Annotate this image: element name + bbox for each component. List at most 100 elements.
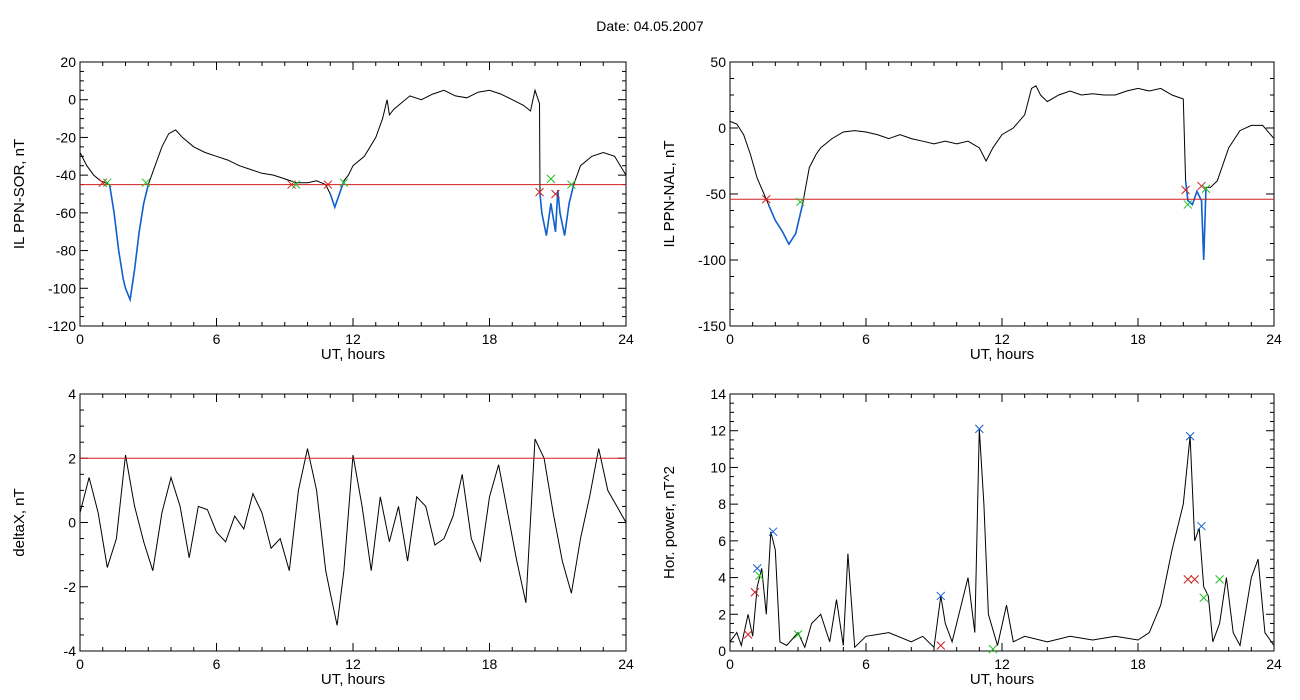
hor-power-ytick-label: 12 xyxy=(710,423,726,439)
deltax-ytick-label: 0 xyxy=(68,515,76,531)
deltax-ytick-label: 2 xyxy=(68,450,76,466)
ppn-nal-ytick-label: -100 xyxy=(698,252,726,268)
ppn-sor-ytick-label: 0 xyxy=(68,92,76,108)
hor-power-peak-marker xyxy=(752,564,762,573)
hor-power-start-marker xyxy=(936,641,946,650)
ppn-sor-series-line xyxy=(79,88,627,302)
ppn-nal-axes-frame xyxy=(729,61,1275,327)
ppn-sor-end-marker xyxy=(339,178,349,188)
ppn-sor-xtick-label: 0 xyxy=(76,331,84,347)
hor-power-ytick-label: 0 xyxy=(718,643,726,659)
ppn-sor-end-marker xyxy=(141,178,151,188)
ppn-nal-end-marker xyxy=(1183,200,1193,209)
deltax-xlabel: UT, hours xyxy=(321,671,385,688)
deltax-xtick-label: 6 xyxy=(213,656,221,672)
ppn-nal-xtick-label: 24 xyxy=(1266,331,1282,347)
ppn-sor-ytick-label: 20 xyxy=(60,54,76,70)
ppn-sor-axes-frame xyxy=(79,61,627,327)
deltax-xtick-label: 12 xyxy=(345,656,361,672)
hor-power-ytick-label: 14 xyxy=(710,386,726,402)
hor-power-end-marker xyxy=(793,630,803,639)
ppn-sor-ytick-label: -100 xyxy=(48,280,76,296)
deltax-xtick-label: 0 xyxy=(76,656,84,672)
hor-power-ytick-label: 10 xyxy=(710,459,726,475)
ppn-nal-start-marker xyxy=(761,194,771,204)
ppn-sor-start-marker xyxy=(98,178,108,188)
ppn-sor-start-marker xyxy=(535,187,544,197)
ppn-sor-xlabel: UT, hours xyxy=(321,346,385,363)
ppn-nal-xtick-label: 6 xyxy=(862,331,870,347)
hor-power-start-marker xyxy=(750,587,760,597)
ppn-sor-end-marker xyxy=(291,180,301,189)
ppn-nal-xlabel: UT, hours xyxy=(970,346,1034,363)
hor-power-peak-marker xyxy=(974,424,984,434)
ppn-nal-ytick-label: -50 xyxy=(706,186,726,202)
panel-ppn-nal: 0 6 12 18 24 -150 -100 -50 0 50 UT, hours IL PPN-NA… xyxy=(661,54,1282,363)
hor-power-peak-marker xyxy=(1185,431,1195,441)
ppn-sor-start-marker xyxy=(287,180,296,189)
ppn-sor-ytick-label: -80 xyxy=(56,243,76,259)
ppn-nal-end-marker xyxy=(1201,184,1211,194)
deltax-ytick-label: -4 xyxy=(64,643,77,659)
deltax-ylabel: deltaX, nT xyxy=(11,488,28,556)
hor-power-end-marker xyxy=(1215,575,1224,584)
hor-power-start-marker xyxy=(1190,575,1200,584)
hor-power-ytick-label: 4 xyxy=(718,570,726,586)
hor-power-end-marker xyxy=(988,644,998,654)
hor-power-xtick-label: 0 xyxy=(726,656,734,672)
ppn-nal-event-segment xyxy=(767,204,804,246)
ppn-sor-xtick-label: 18 xyxy=(482,331,498,347)
ppn-nal-xtick-label: 18 xyxy=(1130,331,1146,347)
ppn-sor-event-segment xyxy=(329,180,345,210)
ppn-sor-xtick-label: 24 xyxy=(618,331,634,347)
hor-power-xtick-label: 12 xyxy=(994,656,1010,672)
ppn-sor-event-segment xyxy=(108,184,150,303)
ppn-sor-ylabel: IL PPN-SOR, nT xyxy=(11,139,28,249)
hor-power-peak-marker xyxy=(1197,521,1206,531)
ppn-sor-start-marker xyxy=(323,180,333,189)
deltax-ytick-label: 4 xyxy=(68,386,76,402)
ppn-sor-xtick-label: 6 xyxy=(213,331,221,347)
ppn-sor-ytick-label: -20 xyxy=(56,129,76,145)
page-title: Date: 04.05.2007 xyxy=(596,18,704,34)
hor-power-xlabel: UT, hours xyxy=(970,671,1034,688)
ppn-nal-event-segment xyxy=(1184,180,1207,261)
ppn-sor-end-marker xyxy=(567,180,576,189)
deltax-series-line xyxy=(79,438,627,626)
ppn-nal-xtick-label: 0 xyxy=(726,331,734,347)
deltax-axes-frame xyxy=(79,393,627,652)
hor-power-ytick-label: 8 xyxy=(718,496,726,512)
hor-power-ylabel: Hor. power, nT^2 xyxy=(661,466,678,579)
hor-power-axes-frame xyxy=(729,393,1275,652)
ppn-sor-start-marker xyxy=(551,189,560,199)
ppn-sor-ytick-label: -60 xyxy=(56,205,76,221)
hor-power-xtick-label: 18 xyxy=(1130,656,1146,672)
deltax-xtick-label: 24 xyxy=(618,656,634,672)
hor-power-ytick-label: 6 xyxy=(718,533,726,549)
ppn-sor-end-marker xyxy=(102,178,112,188)
deltax-ytick-label: -2 xyxy=(64,579,77,595)
deltax-xtick-label: 18 xyxy=(482,656,498,672)
panel-ppn-sor: 0 6 12 18 24 -120 -100 -80 -60 -40 -20 0 20 UT, hours… xyxy=(11,54,634,363)
ppn-nal-start-marker xyxy=(1197,181,1206,191)
ppn-nal-xtick-label: 12 xyxy=(994,331,1010,347)
hor-power-start-marker xyxy=(1183,575,1193,584)
hor-power-end-marker xyxy=(1199,593,1209,603)
ppn-nal-end-marker xyxy=(795,197,805,207)
ppn-nal-start-marker xyxy=(1181,185,1190,195)
ppn-sor-ytick-label: -40 xyxy=(56,167,76,183)
hor-power-series-line xyxy=(729,428,1275,649)
ppn-sor-event-segment xyxy=(539,184,575,236)
hor-power-xtick-label: 6 xyxy=(862,656,870,672)
ppn-sor-end-marker xyxy=(546,174,556,184)
ppn-nal-ytick-label: 0 xyxy=(718,120,726,136)
hor-power-start-marker xyxy=(743,630,753,639)
hor-power-end-marker xyxy=(755,571,764,581)
hor-power-peak-marker xyxy=(936,591,946,601)
ppn-nal-series-line xyxy=(729,85,1275,261)
ppn-sor-xtick-label: 12 xyxy=(345,331,361,347)
ppn-nal-ytick-label: -150 xyxy=(698,318,726,334)
